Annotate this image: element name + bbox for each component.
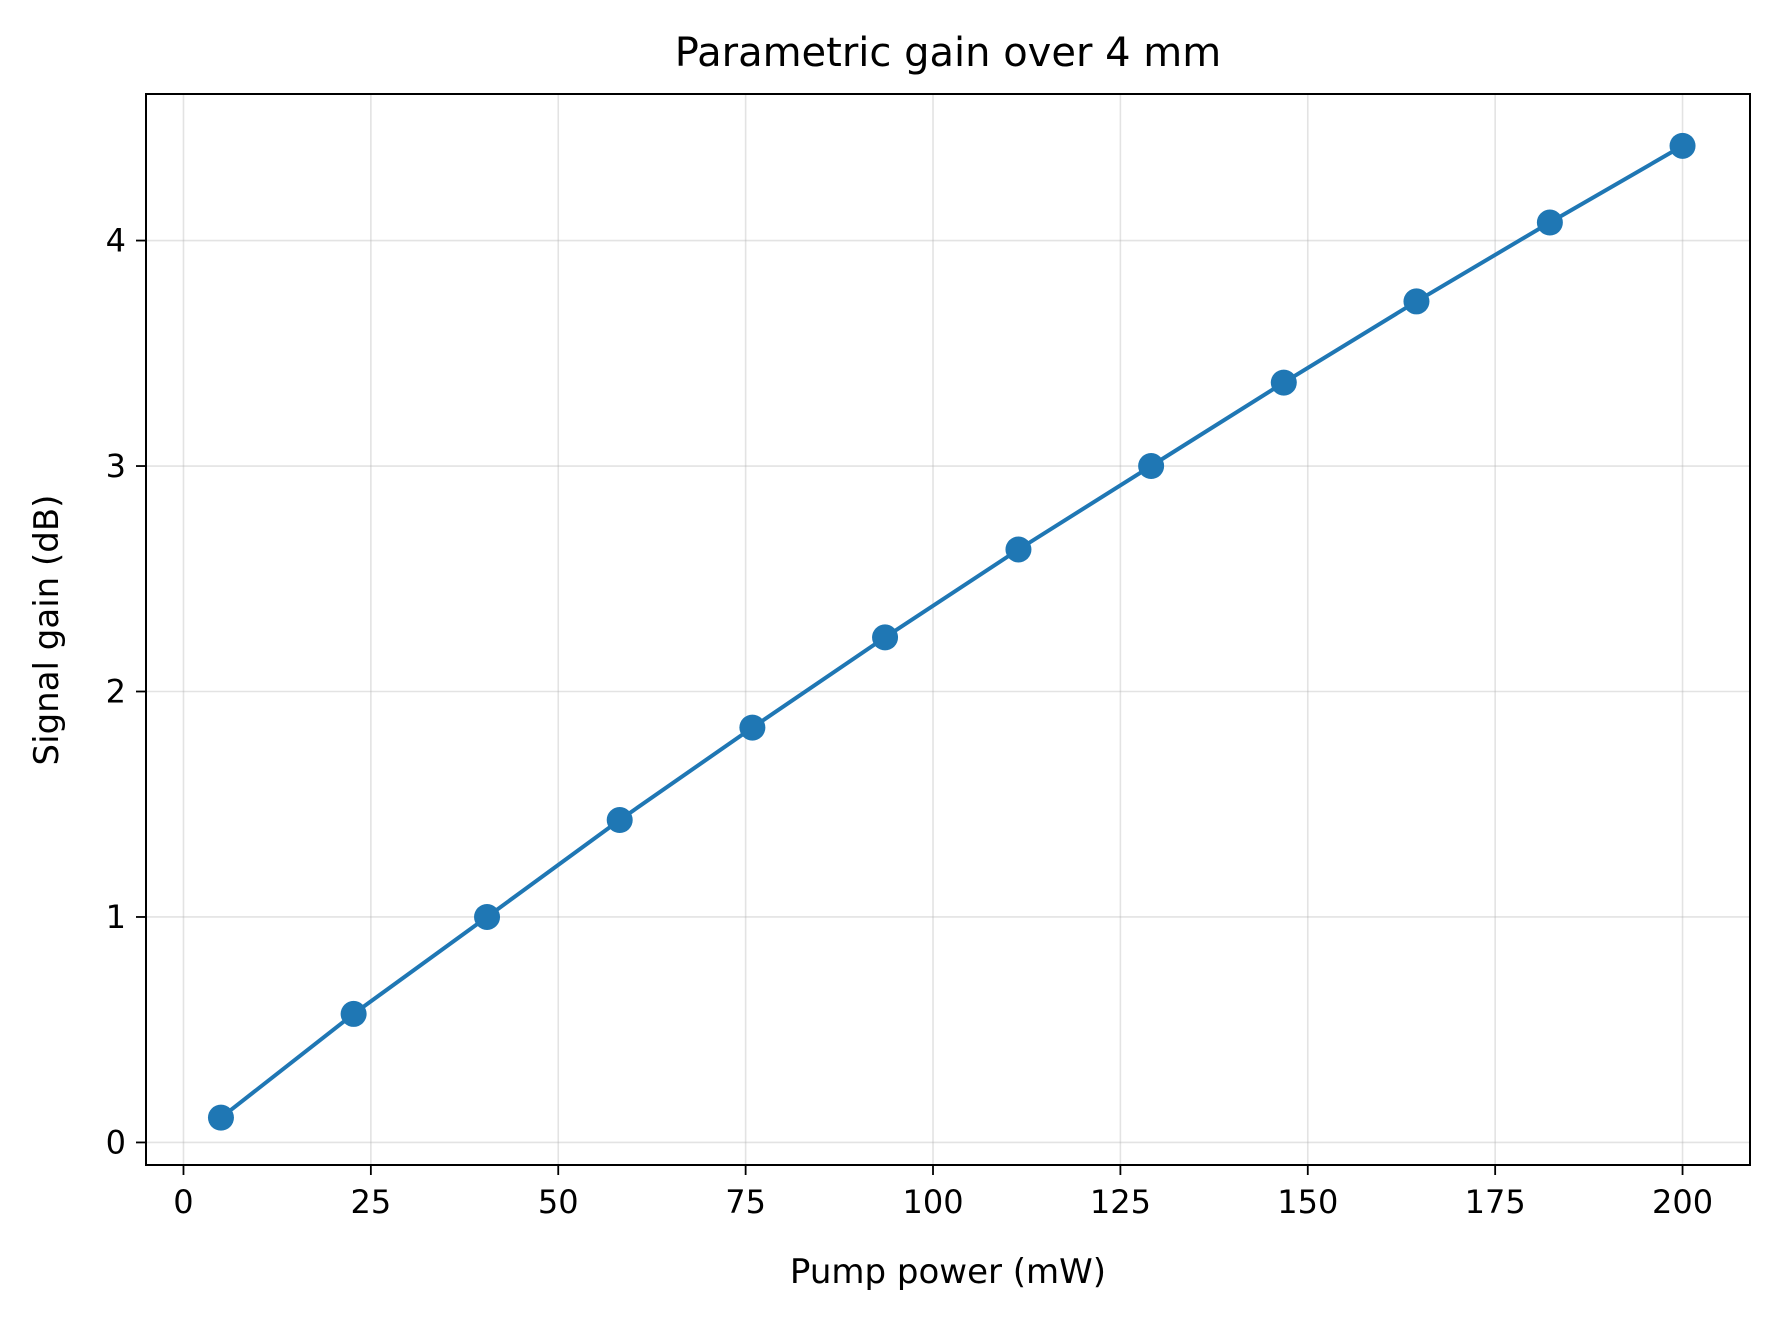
x-tick-label: 150 — [1277, 1183, 1338, 1221]
series-line — [219, 144, 1684, 1120]
x-tick-label: 200 — [1652, 1183, 1713, 1221]
data-point — [739, 714, 766, 741]
data-point — [340, 1000, 367, 1027]
y-tick-label: 3 — [106, 447, 126, 485]
data-point — [1669, 132, 1696, 159]
y-tick-label: 1 — [106, 898, 126, 936]
data-point — [1403, 288, 1430, 315]
y-axis: 0 1 2 3 4 — [106, 222, 146, 1161]
x-axis: 0 25 50 75 100 125 150 175 200 — [173, 1165, 1713, 1221]
x-tick-label: 0 — [173, 1183, 193, 1221]
x-tick-label: 25 — [351, 1183, 392, 1221]
data-point — [1270, 369, 1297, 396]
y-tick-label: 0 — [106, 1123, 126, 1161]
y-axis-label: Signal gain (dB) — [27, 495, 67, 766]
x-tick-label: 175 — [1465, 1183, 1526, 1221]
data-point — [872, 624, 899, 651]
x-tick-label: 75 — [725, 1183, 766, 1221]
data-point — [1005, 536, 1032, 563]
x-tick-label: 50 — [538, 1183, 579, 1221]
data-point — [207, 1104, 234, 1131]
x-axis-label: Pump power (mW) — [790, 1252, 1106, 1292]
grid — [146, 94, 1750, 1165]
plot-frame — [145, 93, 1751, 1166]
data-point — [1536, 209, 1563, 236]
data-point — [606, 807, 633, 834]
data-point — [1138, 453, 1165, 480]
x-tick-label: 100 — [902, 1183, 963, 1221]
y-tick-label: 2 — [106, 673, 126, 711]
x-tick-label: 125 — [1090, 1183, 1151, 1221]
series-layer — [207, 132, 1696, 1131]
data-point — [474, 903, 501, 930]
chart-title: Parametric gain over 4 mm — [675, 30, 1221, 76]
y-tick-label: 4 — [106, 222, 126, 260]
